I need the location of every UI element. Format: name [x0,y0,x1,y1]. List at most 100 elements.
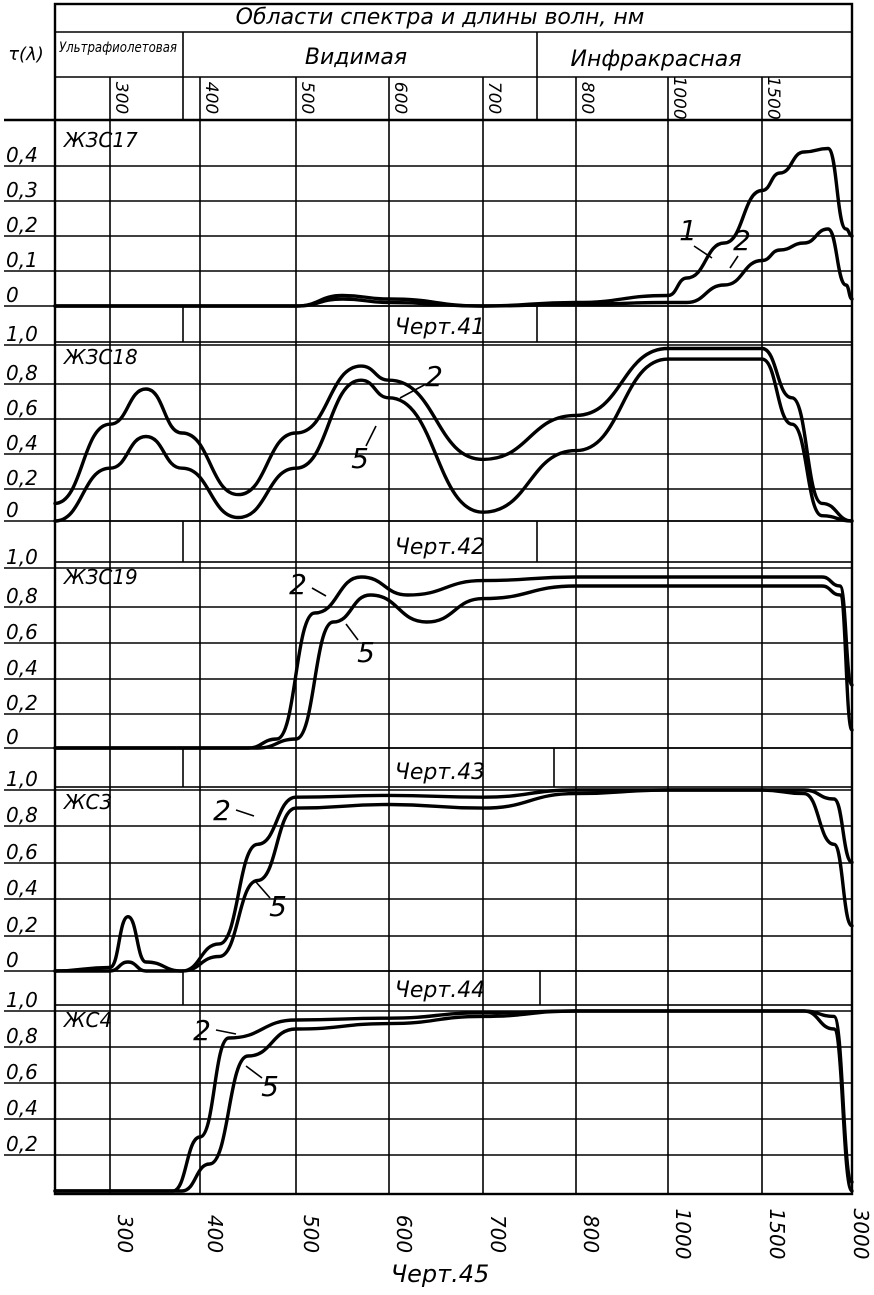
panel-caption: Черт.42 [395,535,485,560]
y-tick-label: 0,2 [6,213,38,237]
panel-5: 0,2 0,4 0,6 0,8 1,0 ЖС4 [4,988,854,1193]
curve-label-5: 5 [351,442,369,475]
series-line-1 [53,146,854,308]
y-tick-label: 0,8 [6,361,38,385]
curve-label-leader [729,255,739,269]
x-tick-label-3000: 3000 [849,1209,873,1260]
series-line-2 [53,227,854,308]
x-tick-label-600: 600 [392,1215,416,1253]
y-tick-label: 0,6 [6,840,38,864]
curve-label-2: 2 [733,224,751,257]
series-line-2 [53,346,854,523]
y-tick-label: 0,4 [6,1096,38,1120]
curve-label-2: 2 [213,794,231,827]
header-tick-label-600: 600 [390,82,410,114]
curve-label-1: 1 [679,214,697,247]
curve-label-5: 5 [357,636,375,669]
curve-label-leader [345,623,359,641]
bottom-x-axis: 300 400 500 600 700 800 1000 1500 3000 [113,1209,873,1260]
region-visible-label: Видимая [305,45,407,70]
x-tick-label-800: 800 [579,1215,603,1253]
series-line-5 [53,1009,854,1193]
curve-label-leader [235,809,255,817]
x-tick-label-300: 300 [113,1215,137,1253]
y-tick-label: 0,6 [6,396,38,420]
series-line-2 [53,1009,854,1193]
curve-label-leader [255,881,271,899]
curve-label-leader [215,1029,237,1035]
header-tick-label-400: 400 [201,82,221,114]
x-tick-label-500: 500 [299,1215,323,1253]
caption-bar [54,747,853,788]
chart-panels: 0 0,1 0,2 0,3 0,4 ЖЗС17 Черт.41 0 0,2 0,4 0,6 0,8 1,… [4,128,854,1193]
y-tick-label: 0,4 [6,656,38,680]
y-tick-label: 0,8 [6,803,38,827]
header-tick-label-800: 800 [577,82,597,114]
curve-label-2: 2 [425,360,443,393]
region-ultraviolet-label: Ультрафиолетовая [59,40,177,56]
region-infrared-label: Инфракрасная [570,47,741,72]
header-wavelength-ticks: 300 400 500 600 700 800 1000 1500 [111,76,783,119]
y-tick-label: 1,0 [6,767,38,791]
x-tick-label-1000: 1000 [671,1209,695,1260]
curve-label-leader [245,1065,263,1079]
header-tick-label-300: 300 [111,82,131,114]
y-tick-label: 1,0 [6,545,38,569]
caption-bar [54,970,853,1006]
header-title: Области спектра и длины волн, нм [236,5,645,30]
panel-caption: Черт.44 [395,978,485,1003]
panel-caption: Черт.41 [395,315,485,340]
y-tick-label: 0,2 [6,913,38,937]
series-line-2 [53,788,854,973]
header-tick-label-500: 500 [297,82,317,114]
panel-label: ЖЗС17 [62,128,138,152]
y-tick-label: 1,0 [6,322,38,346]
spectrum-header: Области спектра и длины волн, нм τ(λ) Ул… [8,5,783,120]
panel-caption-45: Черт.45 [391,1260,490,1288]
y-tick-label: 0,1 [6,248,38,272]
panel-2: 0 0,2 0,4 0,6 0,8 1,0 ЖЗС18 Черт.42 [4,322,854,563]
x-tick-label-400: 400 [203,1215,227,1253]
y-tick-label: 0 [6,725,19,749]
y-tick-label: 0,2 [6,466,38,490]
series-line-5 [53,584,854,750]
panel-caption: Черт.43 [395,760,485,785]
curve-label-5: 5 [261,1070,279,1103]
panel-label: ЖС4 [62,1008,112,1032]
x-tick-label-700: 700 [486,1215,510,1253]
curve-label-2: 2 [193,1014,211,1047]
y-tick-label: 1,0 [6,988,38,1012]
panel-4: 0 0,2 0,4 0,6 0,8 1,0 ЖС3 Черт.44 [4,767,854,1006]
curve-label-leader [311,587,327,597]
series-line-5 [53,788,854,973]
y-tick-label: 0 [6,498,19,522]
series-line-5 [53,357,854,523]
panel-label: ЖЗС19 [62,565,138,589]
curve-label-leader [365,425,377,447]
y-tick-label: 0,6 [6,1060,38,1084]
y-tick-label: 0 [6,948,19,972]
header-tick-label-1000: 1000 [669,76,689,119]
caption-bar [54,520,853,563]
curve-label-leader [693,245,713,259]
curve-label-5: 5 [269,890,287,923]
y-tick-label: 0,8 [6,1024,38,1048]
header-tick-label-700: 700 [484,82,504,114]
panel-label: ЖЗС18 [62,345,138,369]
panel-3: 0 0,2 0,4 0,6 0,8 1,0 ЖЗС19 Черт.43 [4,545,854,788]
x-tick-label-1500: 1500 [765,1209,789,1260]
series-line-2 [53,575,854,750]
curve-label-2: 2 [289,568,307,601]
y-tick-label: 0,2 [6,1132,38,1156]
y-tick-label: 0,2 [6,691,38,715]
panel-label: ЖС3 [62,790,112,814]
y-tick-label: 0 [6,283,19,307]
outer-frame [53,2,854,1196]
panel-1: 0 0,1 0,2 0,3 0,4 ЖЗС17 Черт.41 [4,128,854,343]
y-tick-label: 0,4 [6,876,38,900]
chart-grid [4,2,854,1196]
y-tick-label: 0,4 [6,431,38,455]
curve-label-leader [399,383,427,399]
y-tick-label: 0,6 [6,620,38,644]
